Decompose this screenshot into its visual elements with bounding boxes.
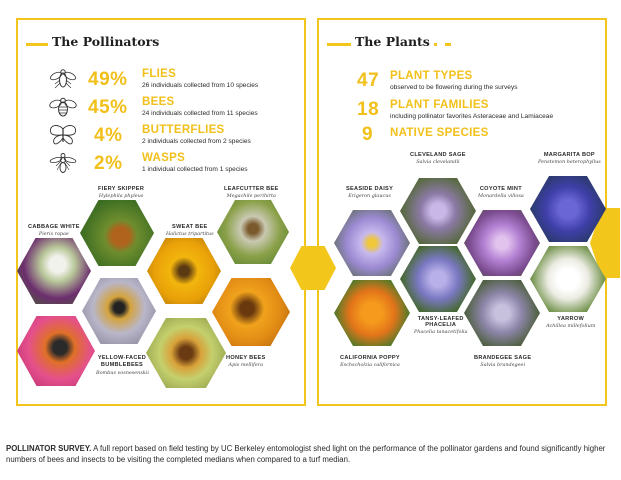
- species-name: TANSY-LEAFED: [417, 316, 464, 322]
- stat-name: BEES: [142, 96, 175, 108]
- caption-text: A full report based on field testing by …: [6, 444, 606, 464]
- label-yellow-faced-bumblebees: YELLOW-FACED BUMBLEBEES Bombus vosnesens…: [96, 355, 149, 376]
- bee-icon: [49, 97, 77, 117]
- stat-desc: observed to be flowering during the surv…: [390, 84, 518, 91]
- label-fiery-skipper: FIERY SKIPPER Hylephila phyleus: [98, 186, 144, 199]
- species-name: FIERY SKIPPER: [98, 186, 145, 192]
- label-leafcutter-bee: LEAFCUTTER BEE Megachile perihirta: [224, 186, 279, 199]
- label-cleveland-sage: CLEVELAND SAGE Salvia clevelandii: [410, 152, 466, 165]
- stat-name: FLIES: [142, 68, 177, 80]
- stat-number: 47: [357, 70, 380, 91]
- species-name: SWEAT BEE: [172, 224, 208, 230]
- stat-desc: including pollinator favorites Asteracea…: [390, 113, 554, 120]
- stat-number: 18: [357, 99, 380, 120]
- stat-desc: 26 individuals collected from 10 species: [142, 82, 259, 89]
- species-name: SEASIDE DAISY: [346, 186, 394, 192]
- species-scientific: Halictus tripartitus: [166, 231, 214, 237]
- stat-desc: 2 individuals collected from 2 species: [142, 138, 251, 145]
- species-scientific: Achillea millefolium: [546, 323, 596, 329]
- species-scientific: Salvia clevelandii: [416, 159, 460, 165]
- stat-wasps: 2% WASPS 1 individual collected from 1 s…: [18, 152, 308, 176]
- stat-desc: 24 individuals collected from 11 species: [142, 110, 258, 117]
- stat-plant-types: 47 PLANT TYPES observed to be flowering …: [319, 70, 609, 94]
- species-name: CABBAGE WHITE: [28, 224, 80, 230]
- species-name: MARGARITA BOP: [543, 152, 595, 158]
- photo-yarrow: [530, 246, 606, 312]
- plants-title-bar: The Plants: [319, 34, 605, 54]
- species-name: YELLOW-FACED BUMBLEBEES: [97, 355, 147, 368]
- label-california-poppy: CALIFORNIA POPPY Eschscholzia californic…: [340, 355, 400, 368]
- species-name: CLEVELAND SAGE: [410, 152, 466, 158]
- species-name: YARROW: [557, 316, 585, 322]
- label-yarrow: YARROW Achillea millefolium: [546, 316, 595, 329]
- species-scientific: Megachile perihirta: [226, 193, 276, 199]
- stat-name: PLANT FAMILIES: [390, 99, 489, 111]
- species-scientific: Apis mellifera: [228, 362, 264, 368]
- stat-butterflies: 4% BUTTERFLIES 2 individuals collected f…: [18, 124, 308, 148]
- label-honey-bees: HONEY BEES Apis mellifera: [226, 355, 266, 368]
- label-cabbage-white: CABBAGE WHITE Pieris rapae: [28, 224, 80, 237]
- species-scientific: Monardella villosa: [478, 193, 524, 199]
- label-margarita-bop: MARGARITA BOP Penstemon heterophyllus: [538, 152, 601, 165]
- label-brandegee-sage: BRANDEGEE SAGE Salvia brandegeei: [474, 355, 531, 368]
- butterfly-icon: [50, 125, 76, 145]
- stat-percent: 49%: [88, 69, 128, 90]
- species-name: BRANDEGEE SAGE: [474, 355, 532, 361]
- fly-icon: [50, 69, 76, 89]
- species-scientific: Phacelia tanacetifolia: [414, 329, 468, 335]
- species-scientific: Erigeron glaucus: [348, 193, 391, 199]
- label-seaside-daisy: SEASIDE DAISY Erigeron glaucus: [346, 186, 393, 199]
- stat-name: BUTTERFLIES: [142, 124, 225, 136]
- stat-name: NATIVE SPECIES: [390, 127, 489, 139]
- species-scientific: Bombus vosnesenskii: [96, 370, 149, 376]
- caption-lead: POLLINATOR SURVEY.: [6, 444, 92, 453]
- stat-name: PLANT TYPES: [390, 70, 473, 82]
- label-sweat-bee: SWEAT BEE Halictus tripartitus: [166, 224, 214, 237]
- stat-native-species: 9 NATIVE SPECIES: [319, 124, 609, 148]
- species-name-line2: PHACELIA: [425, 322, 457, 328]
- species-scientific: Eschscholzia californica: [340, 362, 400, 368]
- stat-percent: 2%: [94, 153, 123, 174]
- species-name: CALIFORNIA POPPY: [340, 355, 400, 361]
- species-name: COYOTE MINT: [479, 186, 522, 192]
- label-coyote-mint: COYOTE MINT Monardella villosa: [478, 186, 524, 199]
- pollinators-title-bar: The Pollinators: [18, 34, 304, 54]
- stat-percent: 45%: [88, 97, 128, 118]
- stat-number: 9: [362, 124, 374, 145]
- stat-flies: 49% FLIES 26 individuals collected from …: [18, 68, 308, 92]
- photo-cabbage-white: [17, 238, 91, 304]
- species-scientific: Salvia brandegeei: [480, 362, 526, 368]
- label-tansy-leafed-phacelia: TANSY-LEAFED PHACELIA Phacelia tanacetif…: [414, 316, 468, 335]
- survey-caption: POLLINATOR SURVEY. A full report based o…: [6, 444, 618, 465]
- pollinators-title: The Pollinators: [48, 34, 164, 49]
- plants-title: The Plants: [351, 34, 434, 49]
- stat-desc: 1 individual collected from 1 species: [142, 166, 248, 173]
- stat-bees: 45% BEES 24 individuals collected from 1…: [18, 96, 308, 120]
- photo-honey-bees: [212, 278, 290, 346]
- wasp-icon: [49, 153, 77, 173]
- species-name: HONEY BEES: [226, 355, 266, 361]
- species-scientific: Hylephila phyleus: [98, 193, 144, 199]
- photo-margarita-bop: [530, 176, 606, 242]
- stat-name: WASPS: [142, 152, 186, 164]
- species-scientific: Penstemon heterophyllus: [538, 159, 601, 165]
- species-name: LEAFCUTTER BEE: [224, 186, 279, 192]
- photo-leafcutter-bee: [217, 200, 289, 264]
- species-scientific: Pieris rapae: [38, 231, 69, 237]
- stat-percent: 4%: [94, 125, 123, 146]
- title-rule: [445, 43, 451, 46]
- stat-plant-families: 18 PLANT FAMILIES including pollinator f…: [319, 99, 609, 123]
